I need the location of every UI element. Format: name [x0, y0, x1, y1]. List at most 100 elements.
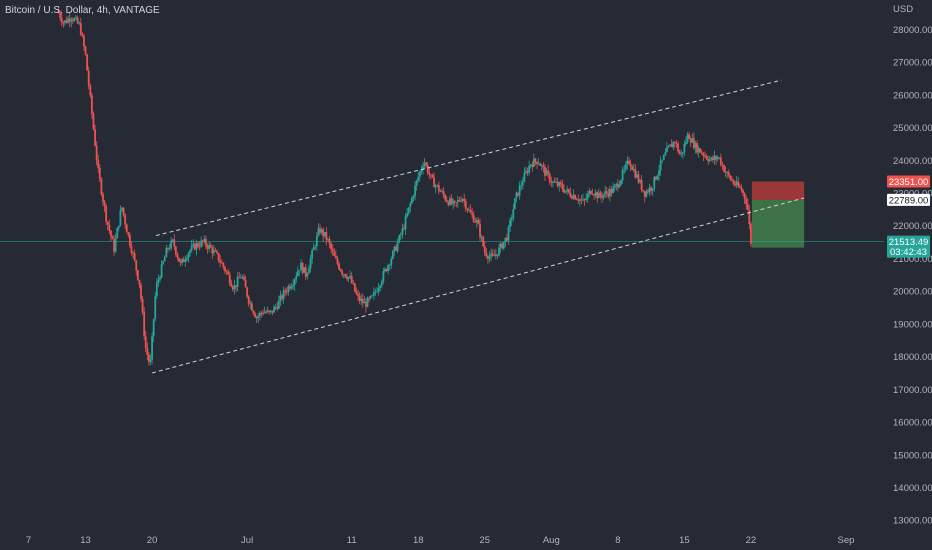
candle-up: [528, 165, 531, 173]
candle-down: [129, 235, 131, 246]
candle-down: [361, 298, 364, 304]
candle-down: [304, 267, 307, 277]
candle-up: [566, 189, 569, 191]
candle-up: [273, 306, 275, 313]
candle-down: [219, 260, 222, 263]
candle-down: [629, 163, 632, 167]
candle-up: [666, 147, 668, 153]
candle-up: [300, 262, 302, 271]
candle-down: [727, 172, 730, 176]
candle-down: [301, 262, 304, 273]
candle-down: [330, 243, 333, 249]
candle-down: [76, 17, 79, 24]
candle-up: [399, 234, 402, 236]
plot-area[interactable]: [0, 6, 884, 374]
candle-down: [426, 164, 429, 173]
candle-up: [163, 257, 166, 262]
candle-up: [347, 276, 350, 280]
candle-up: [306, 273, 309, 277]
candle-up: [155, 282, 158, 297]
candle-up: [410, 197, 413, 204]
candle-down: [469, 209, 472, 213]
candle-down: [94, 129, 96, 146]
candle-down: [358, 295, 361, 301]
candle-down: [590, 190, 592, 194]
candle-up: [366, 297, 369, 307]
candle-down: [92, 113, 95, 130]
candle-up: [195, 243, 198, 250]
candle-up: [184, 259, 187, 262]
channel-upper-line[interactable]: [155, 79, 782, 237]
candle-down: [677, 143, 679, 152]
candle-up: [181, 258, 184, 263]
candle-up: [241, 276, 244, 278]
candle-up: [212, 250, 215, 254]
candle-down: [544, 166, 546, 176]
candle-down: [750, 224, 752, 245]
candle-up: [685, 142, 687, 144]
candle-down: [643, 191, 646, 197]
candle-up: [735, 181, 738, 186]
candle-down: [542, 165, 545, 167]
candle-up: [551, 181, 554, 183]
candle-down: [124, 214, 127, 225]
candle-up: [311, 250, 313, 260]
candle-down: [228, 274, 231, 284]
candle-up: [415, 180, 418, 186]
take-profit-zone[interactable]: [751, 199, 805, 248]
candle-down: [637, 174, 640, 183]
price-tick-label: 14000.00: [893, 483, 932, 494]
candle-down: [122, 207, 125, 215]
time-axis[interactable]: 7 13 20 Jul 11 18 25 Aug 8 15 22 Sep: [26, 535, 855, 546]
candle-down: [450, 198, 453, 204]
candle-down: [485, 252, 488, 257]
candle-up: [277, 300, 280, 309]
candle-up: [520, 185, 523, 187]
candle-down: [178, 257, 180, 262]
candle-up: [314, 246, 317, 248]
candle-up: [233, 285, 236, 290]
candle-down: [737, 181, 740, 187]
candle-down: [675, 142, 678, 144]
price-tick-label: 28000.00: [893, 25, 932, 36]
candle-down: [723, 165, 725, 172]
candle-up: [659, 160, 662, 171]
time-tick-label: Sep: [838, 535, 855, 546]
candle-down: [81, 34, 84, 36]
candle-up: [621, 170, 624, 181]
candle-down: [344, 274, 347, 278]
candle-up: [512, 209, 515, 219]
candle-down: [289, 286, 291, 289]
candle-down: [136, 270, 139, 280]
channel-lower-line[interactable]: [151, 197, 805, 374]
candle-up: [323, 232, 326, 237]
candle-down: [596, 192, 599, 199]
candle-up: [620, 180, 622, 185]
candle-up: [623, 169, 626, 171]
candle-up: [597, 192, 600, 199]
candle-down: [211, 247, 214, 254]
candle-up: [377, 287, 380, 292]
candle-down: [477, 220, 480, 225]
candle-down: [553, 181, 556, 183]
price-tick-label: 19000.00: [893, 319, 932, 330]
candle-up: [293, 279, 296, 285]
candle-up: [532, 158, 535, 167]
candle-down: [262, 312, 264, 314]
candle-down: [260, 312, 263, 314]
candle-down: [319, 228, 321, 233]
candle-down: [132, 253, 134, 254]
candle-up: [434, 185, 437, 188]
candle-up: [308, 268, 310, 274]
stop-loss-zone[interactable]: [751, 181, 805, 200]
candle-down: [71, 19, 74, 21]
candle-up: [363, 301, 366, 304]
candle-up: [494, 254, 497, 256]
candle-down: [577, 199, 580, 201]
candle-up: [582, 199, 584, 201]
candle-up: [626, 160, 629, 165]
candle-up: [376, 291, 378, 293]
candle-down: [328, 239, 331, 244]
candle-up: [296, 271, 299, 277]
